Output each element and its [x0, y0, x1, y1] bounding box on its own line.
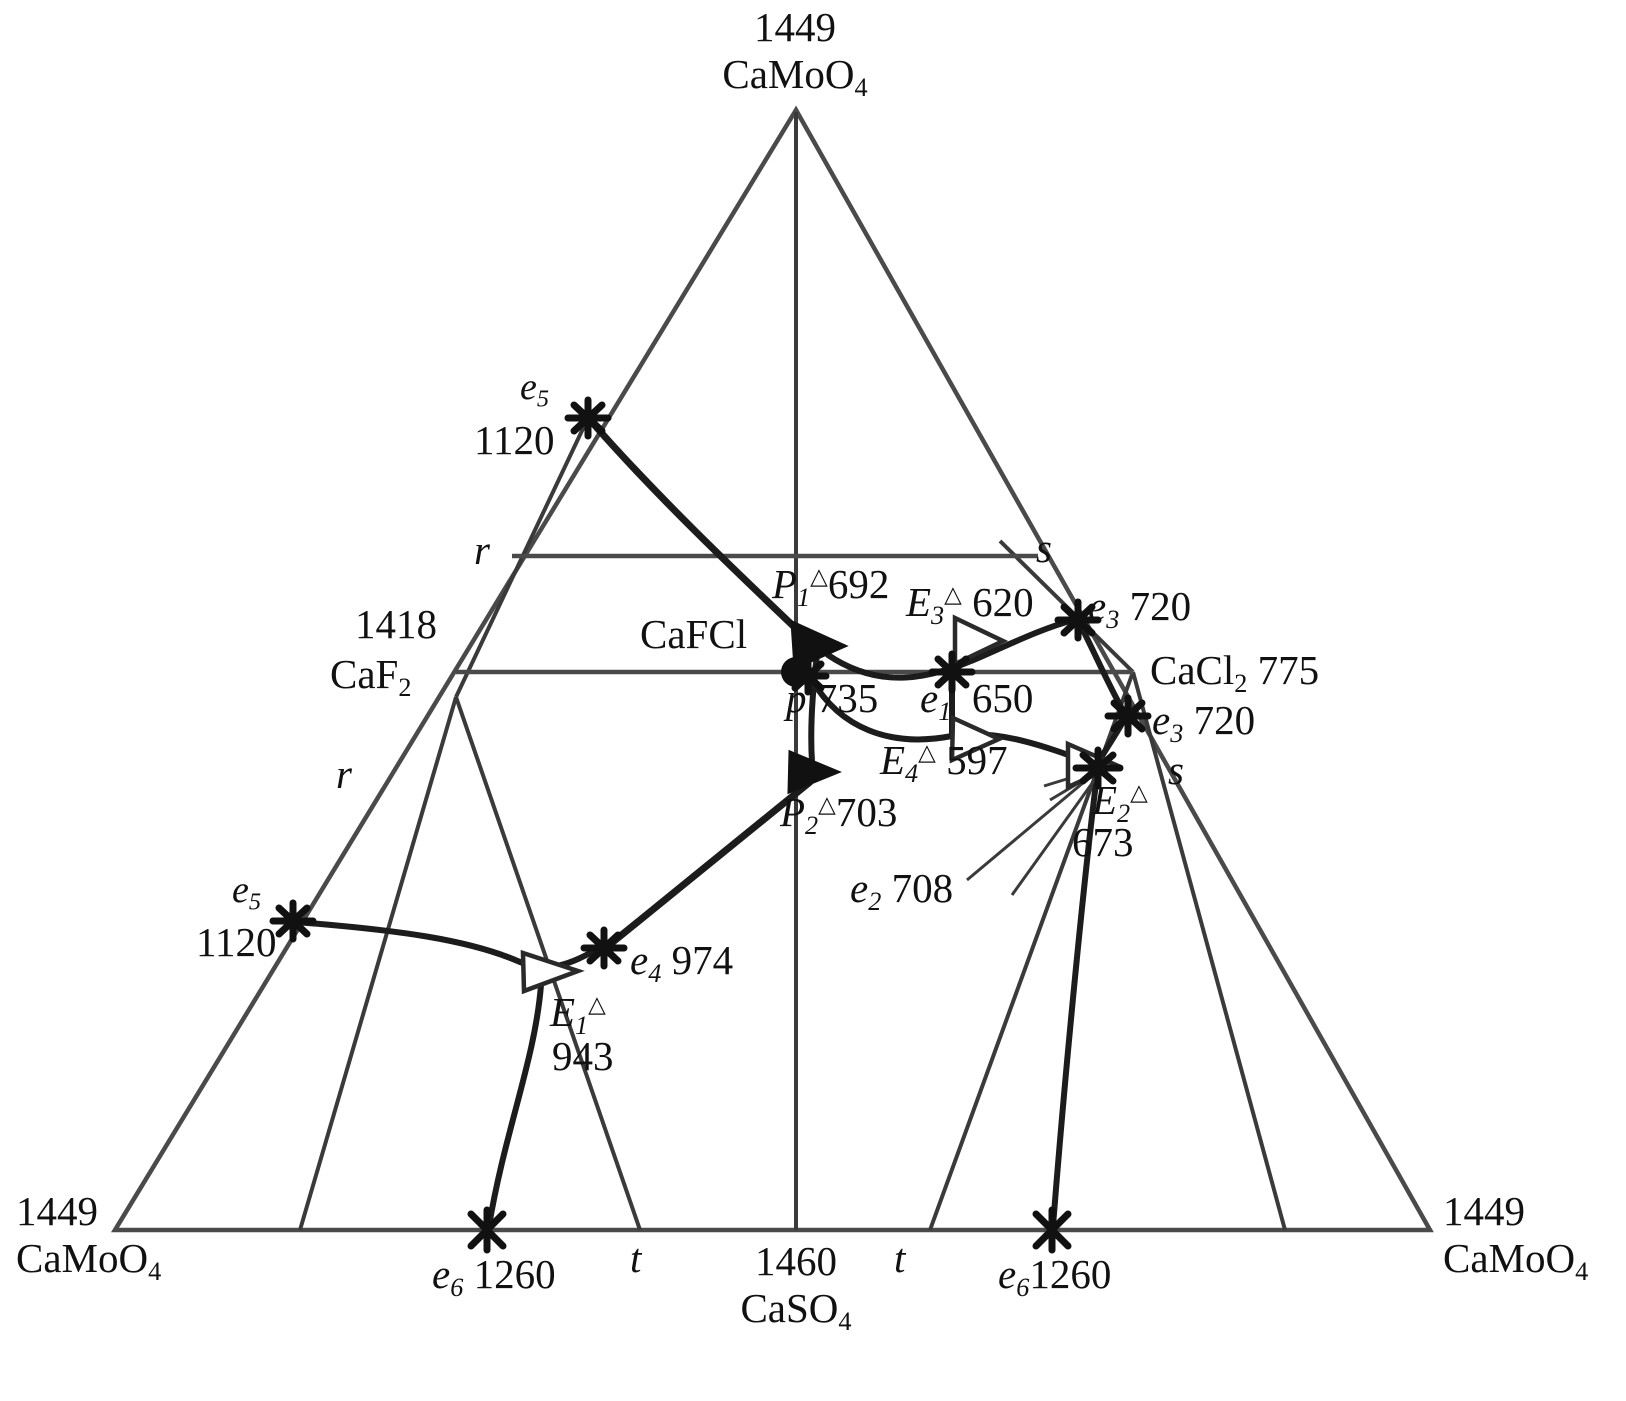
- e5-top-id-label: e5: [520, 366, 550, 413]
- arrow-E3-hollow: [952, 614, 1009, 668]
- arrow-P2-filled: [787, 749, 842, 795]
- t-left-label: t: [630, 1235, 642, 1281]
- s-lower-label: s: [1168, 747, 1184, 793]
- bottom-left-temp: 1449: [16, 1188, 98, 1234]
- bottom-right-vertex-label: 1449 CaMoO4: [1443, 1188, 1588, 1287]
- curve-e5-P1: [586, 416, 812, 644]
- bottom-left-compound: CaMoO4: [16, 1234, 162, 1286]
- P1-label: P1△692: [772, 561, 890, 612]
- bottom-right-compound: CaMoO4: [1443, 1234, 1589, 1286]
- curve-junction-e6right: [1050, 772, 1100, 1229]
- curve-e5left-e4: [292, 919, 603, 971]
- s-upper-label: s: [1036, 525, 1052, 571]
- bottom-center-vertex-label: 1460 CaSO4: [650, 1238, 942, 1337]
- e3-upper-label: e3 720: [1088, 583, 1192, 634]
- curve-E1-e6left: [486, 982, 544, 1229]
- curve-P2-e4: [604, 778, 814, 950]
- t-right-label: t: [894, 1235, 906, 1281]
- e4-label: e4 974: [630, 937, 734, 988]
- curve-P1-e3-upper: [825, 617, 1077, 681]
- bottom-center-temp: 1460: [755, 1238, 837, 1284]
- E2-label: E2△: [1092, 777, 1148, 828]
- curve-e3upper-e3lower: [1077, 621, 1127, 715]
- r-lower-label: r: [336, 751, 352, 797]
- point-marker-e6-left: [467, 1206, 507, 1254]
- point-marker-e5-left: [269, 899, 317, 943]
- e6-right-label: e61260: [998, 1251, 1112, 1302]
- e6-left-label: e6 1260: [432, 1251, 556, 1302]
- point-marker-e4: [580, 926, 628, 970]
- apex-temp: 1449: [754, 4, 836, 50]
- bottom-center-compound: CaSO4: [740, 1284, 852, 1336]
- E1-temp-label: 943: [552, 1033, 614, 1079]
- P2-label: P2△703: [780, 789, 898, 840]
- e5-left-temp-label: 1120: [196, 919, 277, 965]
- apex-compound: CaMoO4: [722, 50, 868, 102]
- caf2-temp-label: 1418: [355, 601, 437, 647]
- r-upper-label: r: [474, 527, 490, 573]
- bottom-right-temp: 1449: [1443, 1188, 1525, 1234]
- e5-left-id-label: e5: [232, 869, 262, 916]
- E3-label: E3△ 620: [906, 579, 1034, 630]
- e2-label: e2 708: [850, 865, 954, 916]
- arrow-E1-hollow: [520, 949, 585, 995]
- cafcl-label: CaFCl: [640, 611, 748, 657]
- arrow-P1-filled: [790, 619, 849, 671]
- E1-label: E1△: [550, 989, 606, 1040]
- point-marker-e3-lower: [1104, 694, 1152, 738]
- p-label: p 735: [786, 675, 879, 721]
- caf2-compound-label: CaF2: [330, 651, 412, 702]
- E2-temp-label: 673: [1072, 819, 1134, 865]
- cacl2-label: CaCl2 775: [1150, 647, 1320, 698]
- arrow-E4-hollow: [949, 714, 1005, 764]
- E4-label: E4△ 597: [880, 737, 1008, 788]
- point-marker-e3-upper: [1054, 598, 1102, 642]
- point-marker-e6-right: [1032, 1206, 1072, 1254]
- point-marker-junction: [1072, 746, 1124, 790]
- cafcl-point-dot: [781, 657, 811, 687]
- e5-top-temp-label: 1120: [474, 417, 555, 463]
- leader-lines-e2: [966, 770, 1100, 896]
- e1-label: e1 650: [920, 675, 1034, 726]
- apex-label: 1449 CaMoO4: [640, 4, 950, 103]
- e3-lower-label: e3 720: [1152, 697, 1256, 748]
- point-marker-e5-top: [564, 396, 612, 440]
- point-marker-e1: [928, 650, 976, 694]
- bottom-left-vertex-label: 1449 CaMoO4: [16, 1188, 161, 1287]
